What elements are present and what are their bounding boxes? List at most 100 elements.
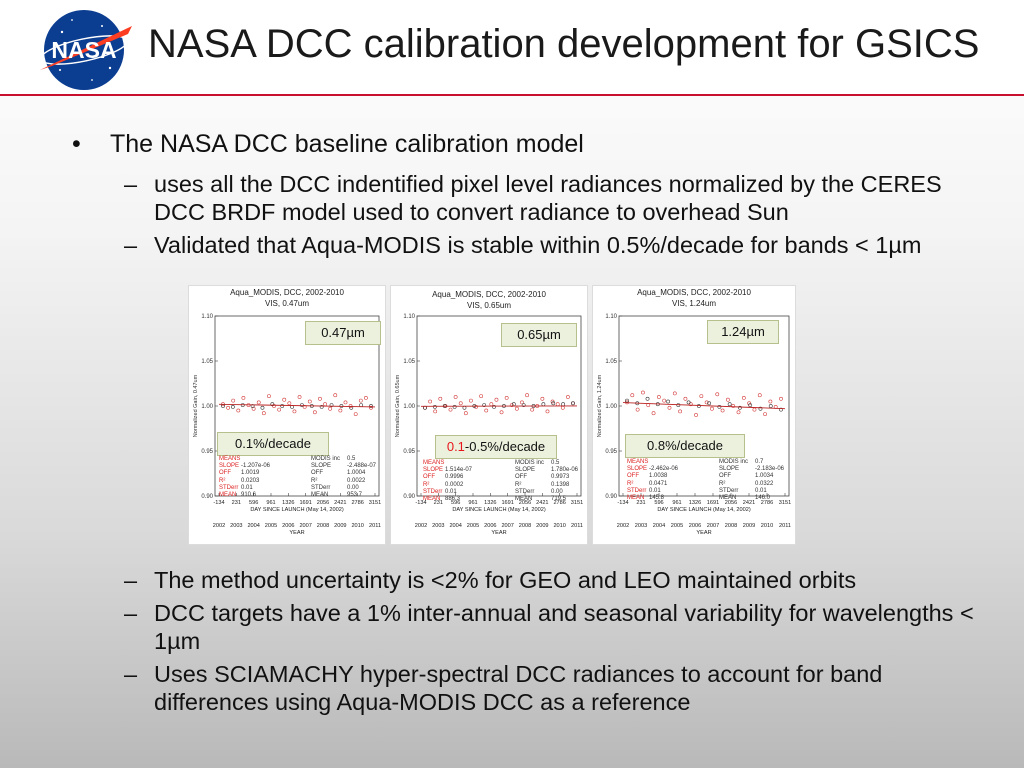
year-tick-label: 2007: [299, 523, 311, 529]
x-axis-label: DAY SINCE LAUNCH (May 14, 2002): [657, 507, 751, 513]
nasa-logo: NASA: [40, 10, 132, 90]
year-tick-label: 2008: [725, 523, 737, 529]
data-point: [667, 405, 672, 410]
year-tick-label: 2003: [635, 523, 647, 529]
stats-table: MEANS MODIS inc 0.7 SLOPE -2.462e-06 SLOPE -2.…: [627, 459, 789, 502]
stats-value-2: 0.5: [347, 456, 356, 462]
stats-row: SLOPE -2.462e-06 SLOPE -2.183e-06: [627, 466, 789, 473]
data-point: [731, 404, 736, 408]
data-point: [752, 407, 757, 412]
bullet-dot: •: [72, 130, 81, 158]
stats-value: 1.0019: [241, 470, 260, 477]
chart-title-line2: VIS, 1.24um: [671, 299, 717, 308]
data-point: [256, 400, 261, 405]
stats-key: STDerr: [423, 488, 443, 495]
x-tick-label: 1691: [707, 500, 719, 506]
year-tick-label: 2004: [449, 523, 461, 529]
sub-bullet-dash: –: [124, 567, 138, 593]
data-point: [514, 406, 519, 411]
trend-line: [218, 403, 376, 408]
x-tick-label: 1326: [689, 500, 701, 506]
y-tick-label: 1.00: [201, 404, 213, 410]
data-point: [509, 403, 514, 408]
x-tick-label: 3151: [369, 500, 381, 506]
data-point: [363, 396, 368, 400]
data-point: [738, 405, 742, 410]
data-point: [312, 410, 317, 415]
year-tick-label: 2009: [334, 523, 346, 529]
stats-row: OFF 0.9996 OFF 0.9973: [423, 474, 581, 481]
data-point: [333, 393, 338, 398]
data-point: [555, 402, 560, 407]
stats-key: SLOPE: [423, 467, 444, 474]
band-label: 0.65µm: [501, 323, 577, 347]
stats-row: R² 0.0002 R² 0.1398: [423, 482, 581, 489]
data-point: [757, 393, 762, 398]
data-point: [656, 395, 661, 399]
x-tick-label: 596: [451, 500, 460, 506]
stats-key-2: MEAN: [515, 495, 533, 502]
scatter-chart: 0.90 0.95 1.00 1.05 1.10 Normalized Gain, 0.4…: [193, 314, 381, 536]
year-tick-label: 2006: [484, 523, 496, 529]
year-tick-label: 2006: [689, 523, 701, 529]
data-point: [699, 394, 704, 399]
stats-value: 0.01: [649, 487, 661, 494]
y-tick-label: 1.10: [605, 314, 617, 320]
y-axis-label: Normalized Gain, 1.24um: [597, 374, 603, 437]
stats-value: 145.8: [649, 494, 665, 501]
data-point: [482, 403, 487, 408]
data-point: [277, 407, 282, 412]
stats-key-2: OFF: [719, 473, 731, 480]
stats-table: MEANS MODIS inc 0.5 SLOPE -1.207e-06 SLOPE -2.…: [219, 456, 379, 499]
trend-line: [622, 402, 786, 410]
stats-key-2: OFF: [311, 470, 323, 477]
data-point: [323, 402, 327, 407]
trend-label-red: 0.1: [446, 439, 465, 454]
stats-row: OFF 1.0019 OFF 1.0004: [219, 470, 379, 477]
data-point: [696, 404, 701, 408]
data-point: [270, 402, 275, 407]
data-point: [499, 410, 504, 415]
data-point: [267, 394, 271, 399]
stats-key: MEANS: [219, 456, 241, 462]
x-tick-label: 2421: [536, 500, 548, 506]
data-point: [686, 400, 691, 405]
stats-value: 0.0002: [445, 481, 464, 488]
stats-value-2: -2.183e-06: [755, 466, 785, 473]
data-point: [715, 392, 720, 397]
stats-key-2: R²: [515, 481, 522, 488]
x-tick-label: -134: [213, 500, 224, 506]
y-tick-label: 1.00: [403, 404, 415, 410]
data-point: [348, 404, 353, 408]
sub-bullet-text: uses all the DCC indentified pixel level…: [154, 171, 942, 225]
x-tick-label: -134: [617, 500, 628, 506]
data-point: [428, 399, 433, 404]
stats-value-2: 1.0034: [755, 473, 774, 480]
chart-panel-0-47: Aqua_MODIS, DCC, 2002-2010 VIS, 0.47um 0…: [188, 285, 386, 545]
trend-label: 0.1%/decade: [217, 432, 329, 456]
x-tick-label: 3151: [571, 500, 583, 506]
stats-row: STDerr 0.01 STDerr 0.00: [423, 489, 581, 496]
stats-value-2: 0.0022: [347, 477, 366, 484]
x-tick-label: 1691: [501, 500, 513, 506]
data-point: [463, 411, 468, 416]
data-point: [469, 398, 473, 403]
y-tick-label: 1.10: [403, 314, 415, 320]
chart-title-line1: Aqua_MODIS, DCC, 2002-2010: [230, 288, 344, 297]
data-point: [328, 406, 333, 411]
band-label: 1.24µm: [707, 320, 779, 344]
data-point: [353, 412, 358, 417]
data-point: [338, 408, 343, 413]
stats-row: MEANS MODIS inc 0.5: [219, 456, 379, 463]
stats-value: 1.0038: [649, 473, 668, 480]
data-point: [448, 407, 453, 412]
stats-row: OFF 1.0038 OFF 1.0034: [627, 473, 789, 480]
data-point: [635, 407, 640, 412]
sub-bullet-dash: –: [124, 232, 138, 258]
stats-value-2: 719.5: [551, 495, 567, 502]
year-tick-label: 2011: [571, 523, 583, 529]
data-point: [736, 410, 741, 415]
stats-key: MEAN: [219, 491, 237, 498]
chart-title-line1: Aqua_MODIS, DCC, 2002-2010: [432, 290, 546, 299]
x-tick-label: 596: [654, 500, 663, 506]
